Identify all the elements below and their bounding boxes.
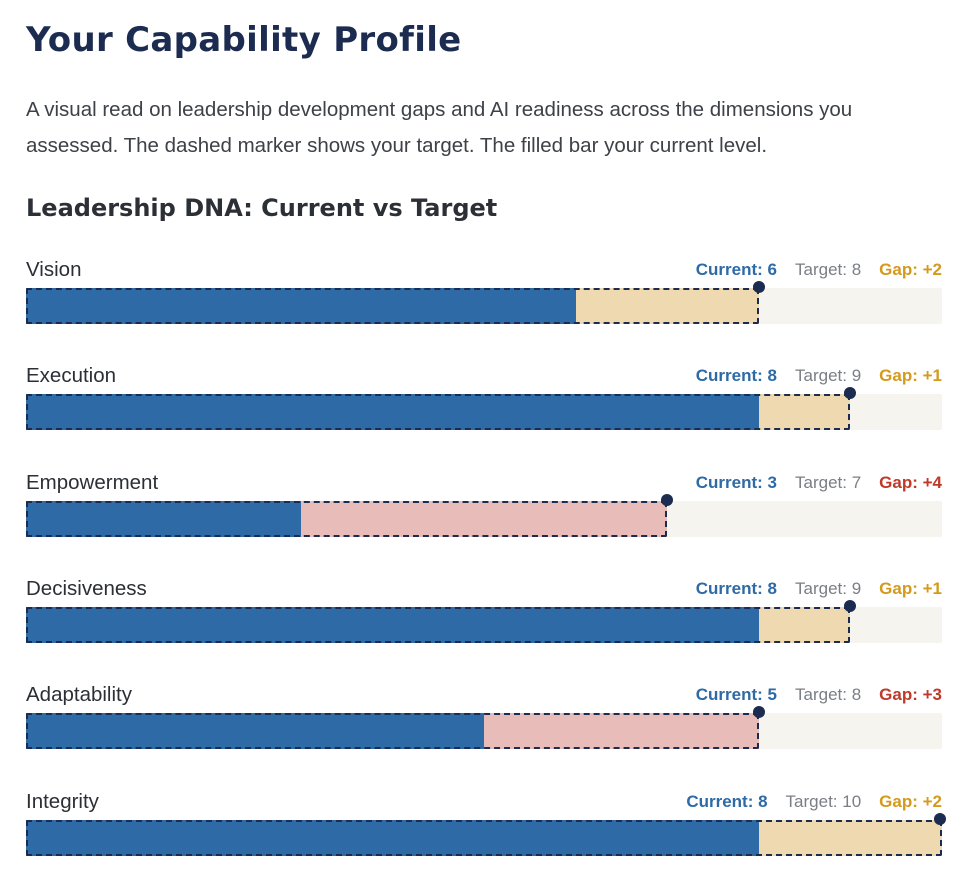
current-bar [26,713,484,750]
current-value: Current: 8 [695,578,777,598]
target-value: Target: 9 [795,366,862,386]
target-marker-outline [26,606,851,643]
gap-value: Gap: +2 [879,791,942,811]
current-value: Current: 8 [686,791,768,811]
gap-value: Gap: +2 [879,260,942,279]
target-value: Target: 8 [795,260,862,279]
gap-bar [758,606,851,643]
target-marker-outline [26,500,668,537]
target-marker-outline [26,819,942,856]
dimension-stats: Current: 6 Target: 8 Gap: +2 [696,260,942,280]
gap-bar [758,394,851,431]
gap-bar [575,288,759,324]
dimension-label: Empowerment [26,470,159,494]
gap-value: Gap: +4 [879,472,942,492]
dimension-label: Execution [26,364,117,388]
dimension-label: Adaptability [26,683,132,707]
page-title: Your Capability Profile [26,20,462,60]
current-value: Current: 8 [695,366,777,386]
target-marker-outline [26,394,851,431]
current-value: Current: 5 [695,685,777,705]
current-value: Current: 3 [695,472,777,492]
current-bar [26,606,759,643]
gap-bar [484,713,759,750]
target-marker-outline [26,713,759,750]
dimension-row: Vision Current: 6 Target: 8 Gap: +2 [26,258,942,338]
gap-value: Gap: +3 [879,685,942,705]
gap-bar [758,819,942,856]
dimension-row: Integrity Current: 8 Target: 10 Gap: +2 [26,789,946,870]
gap-bar [300,500,668,537]
bar-track [26,387,942,431]
target-value: Target: 9 [795,578,862,598]
bar-track [26,706,942,750]
target-marker-dot [844,599,857,612]
current-value: Current: 6 [695,260,777,279]
target-marker-dot [934,812,946,825]
bar-track [26,599,942,643]
current-bar [26,394,759,431]
dimension-row: Empowerment Current: 3 Target: 7 Gap: +4 [26,471,942,551]
current-bar [26,500,301,537]
dimension-row: Execution Current: 8 Target: 9 Gap: +1 [26,364,942,444]
dimension-row: Adaptability Current: 5 Target: 8 Gap: +3 [26,683,942,763]
dimension-label: Decisiveness [26,576,147,600]
dimension-stats: Current: 8 Target: 9 Gap: +1 [696,579,942,599]
gap-value: Gap: +1 [879,578,942,598]
bar-track [26,812,946,856]
dimension-stats: Current: 8 Target: 10 Gap: +2 [686,792,942,812]
target-marker-dot [844,387,857,400]
section-title: Leadership DNA: Current vs Target [26,194,498,222]
target-marker-outline [26,288,759,324]
target-marker-dot [752,281,765,293]
current-bar [26,288,576,324]
target-value: Target: 10 [785,791,862,811]
dimension-label: Integrity [26,789,99,813]
dimension-label: Vision [26,258,82,281]
bar-track [26,493,942,537]
intro-text: A visual read on leadership development … [26,98,853,157]
target-marker-dot [752,706,765,719]
gap-value: Gap: +1 [879,366,942,386]
dimension-row: Decisiveness Current: 8 Target: 9 Gap: +1 [26,577,942,657]
bar-track [26,281,942,324]
dimension-stats: Current: 8 Target: 9 Gap: +1 [696,366,942,386]
current-bar [26,819,759,856]
target-value: Target: 7 [795,472,862,492]
dimension-stats: Current: 5 Target: 8 Gap: +3 [696,685,942,705]
dimension-stats: Current: 3 Target: 7 Gap: +4 [696,473,942,493]
target-marker-dot [661,493,674,506]
target-value: Target: 8 [795,685,862,705]
